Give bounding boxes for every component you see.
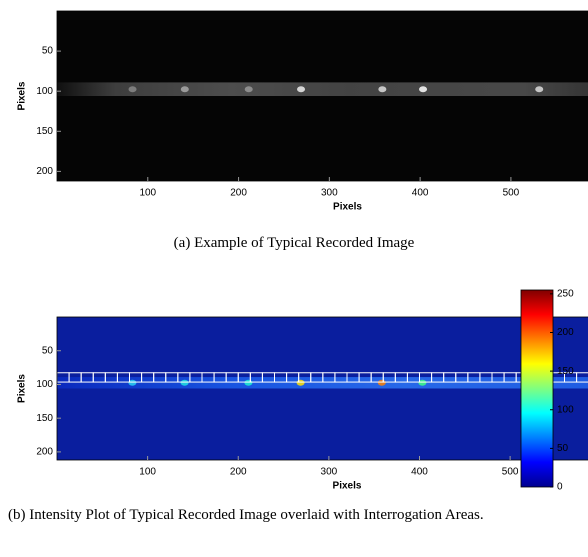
x-tick-label: 200: [230, 188, 247, 199]
colorbar-tick-label: 0: [557, 482, 563, 493]
image-spot: [297, 86, 306, 93]
y-axis-label: Pixels: [17, 374, 28, 403]
y-tick-label: 150: [36, 413, 53, 424]
y-tick-label: 150: [36, 126, 53, 137]
caption: (a) Example of Typical Recorded Image: [173, 235, 415, 251]
caption: (b) Intensity Plot of Typical Recorded I…: [8, 507, 484, 523]
y-tick-label: 50: [42, 345, 54, 356]
x-tick-label: 300: [321, 188, 338, 199]
image-streak: [57, 82, 588, 96]
image-spot: [180, 86, 189, 93]
image-spot: [418, 379, 427, 386]
interrogation-area: [576, 372, 588, 383]
colorbar-tick-label: 100: [557, 404, 574, 415]
x-axis-label: Pixels: [333, 481, 362, 492]
image-spot: [419, 86, 428, 93]
colorbar: [520, 289, 554, 488]
colorbar-tick-label: 250: [557, 289, 574, 300]
colorbar-tick-label: 150: [557, 366, 574, 377]
y-tick-label: 200: [36, 447, 53, 458]
colorbar-tick-label: 200: [557, 327, 574, 338]
image-spot: [378, 86, 387, 93]
image-spot: [128, 379, 137, 386]
image-spot: [244, 379, 253, 386]
y-axis-label: Pixels: [17, 81, 28, 110]
image-streak: [57, 377, 588, 389]
image-spot: [128, 86, 137, 93]
x-tick-label: 500: [502, 467, 519, 478]
axes-frame: [56, 316, 588, 461]
x-tick-label: 300: [321, 467, 338, 478]
colorbar-tick-label: 50: [557, 443, 569, 454]
x-tick-label: 200: [230, 467, 247, 478]
x-tick-label: 400: [412, 188, 429, 199]
x-tick-label: 400: [411, 467, 428, 478]
x-tick-label: 500: [503, 188, 520, 199]
image-spot: [535, 86, 544, 93]
image-spot: [244, 86, 253, 93]
y-tick-label: 100: [36, 86, 53, 97]
image-spot: [180, 379, 189, 386]
y-tick-label: 200: [36, 166, 53, 177]
image-spot: [296, 379, 305, 386]
y-tick-label: 100: [36, 379, 53, 390]
y-tick-label: 50: [42, 46, 54, 57]
x-tick-label: 100: [139, 188, 156, 199]
x-axis-label: Pixels: [333, 202, 362, 213]
x-tick-label: 100: [139, 467, 156, 478]
image-spot: [377, 379, 386, 386]
axes-frame: [56, 10, 588, 182]
